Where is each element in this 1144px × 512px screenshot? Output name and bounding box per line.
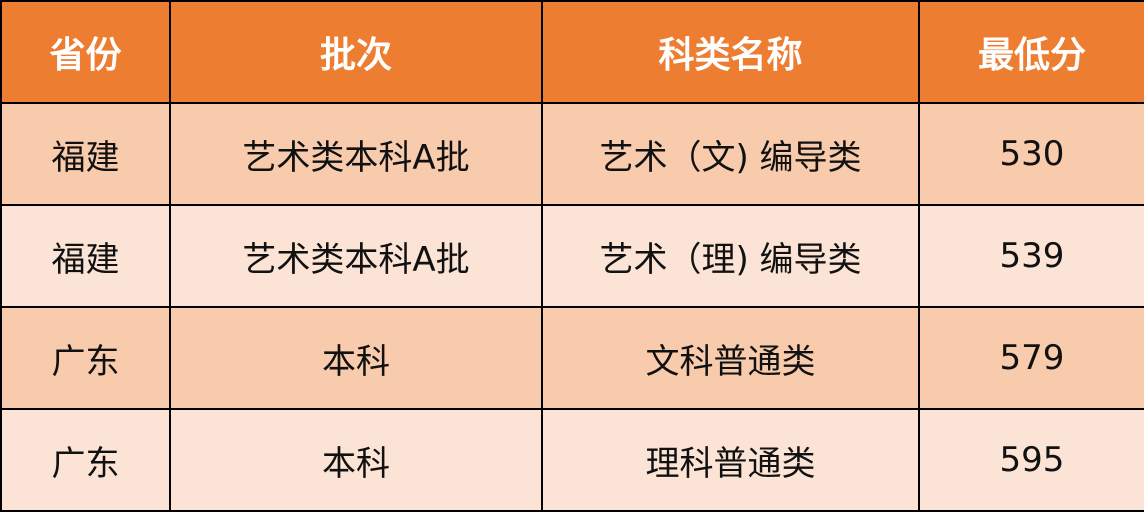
- cell-min-score: 530: [918, 102, 1144, 206]
- cell-province: 广东: [0, 408, 171, 512]
- header-batch: 批次: [169, 0, 543, 104]
- table-row: 福建 艺术类本科A批 艺术（理) 编导类 539: [0, 204, 1144, 308]
- cell-province: 广东: [0, 306, 171, 410]
- cell-subject: 艺术（理) 编导类: [541, 204, 920, 308]
- cell-min-score: 539: [918, 204, 1144, 308]
- table-row: 福建 艺术类本科A批 艺术（文) 编导类 530: [0, 102, 1144, 206]
- cell-province: 福建: [0, 102, 171, 206]
- cell-batch: 艺术类本科A批: [169, 204, 543, 308]
- header-subject: 科类名称: [541, 0, 920, 104]
- table-row: 广东 本科 理科普通类 595: [0, 408, 1144, 512]
- cell-subject: 艺术（文) 编导类: [541, 102, 920, 206]
- cell-batch: 本科: [169, 306, 543, 410]
- header-min-score: 最低分: [918, 0, 1144, 104]
- cell-min-score: 579: [918, 306, 1144, 410]
- header-province: 省份: [0, 0, 171, 104]
- cell-batch: 本科: [169, 408, 543, 512]
- cell-min-score: 595: [918, 408, 1144, 512]
- cell-subject: 理科普通类: [541, 408, 920, 512]
- cell-batch: 艺术类本科A批: [169, 102, 543, 206]
- header-row: 省份 批次 科类名称 最低分: [0, 0, 1144, 104]
- cell-province: 福建: [0, 204, 171, 308]
- table-row: 广东 本科 文科普通类 579: [0, 306, 1144, 410]
- cell-subject: 文科普通类: [541, 306, 920, 410]
